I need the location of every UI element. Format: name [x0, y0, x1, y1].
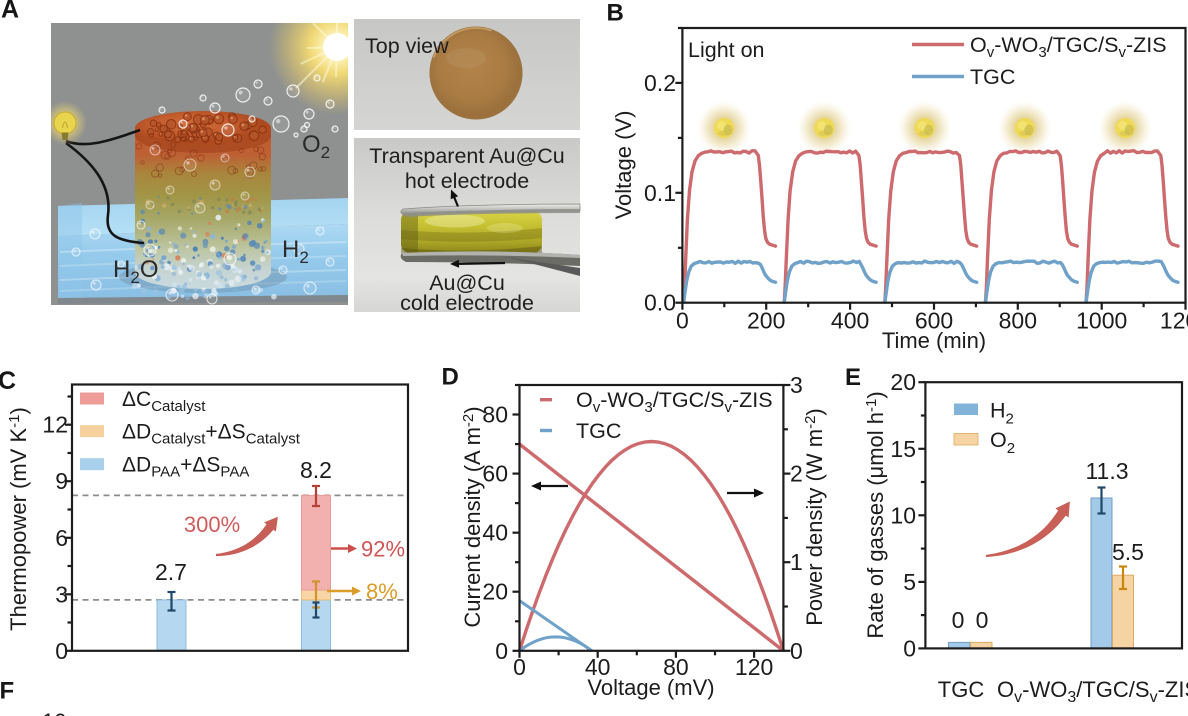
svg-text:5.5: 5.5	[1112, 539, 1144, 565]
svg-text:10: 10	[42, 709, 66, 716]
svg-text:20: 20	[482, 579, 508, 605]
svg-text:Au@Cu: Au@Cu	[429, 271, 505, 295]
svg-text:300%: 300%	[184, 512, 240, 537]
svg-text:Ov-WO3/TGC/Sv-ZIS: Ov-WO3/TGC/Sv-ZIS	[576, 388, 773, 416]
svg-text:0: 0	[513, 654, 526, 680]
svg-text:Top view: Top view	[365, 34, 449, 58]
svg-text:15: 15	[890, 436, 916, 462]
svg-text:600: 600	[915, 308, 953, 334]
svg-text:11.3: 11.3	[1085, 458, 1128, 484]
svg-text:0: 0	[903, 635, 916, 661]
svg-text:ΔCCatalyst: ΔCCatalyst	[122, 388, 206, 415]
svg-text:Transparent Au@Cu: Transparent Au@Cu	[369, 144, 565, 168]
svg-text:Thermopower (mV K-1): Thermopower (mV K-1)	[6, 407, 31, 631]
svg-text:Time (min): Time (min)	[882, 328, 986, 353]
svg-text:ΔDCatalyst+ΔSCatalyst: ΔDCatalyst+ΔSCatalyst	[122, 421, 301, 448]
svg-text:2: 2	[790, 461, 803, 487]
svg-text:0.0: 0.0	[644, 290, 676, 316]
svg-text:Rate of gasses (μmol h-1): Rate of gasses (μmol h-1)	[863, 391, 888, 638]
svg-text:800: 800	[999, 308, 1037, 334]
svg-text:40: 40	[482, 520, 508, 546]
svg-text:TGC: TGC	[938, 677, 985, 702]
svg-text:12: 12	[42, 412, 68, 438]
svg-text:80: 80	[663, 654, 689, 680]
svg-text:1: 1	[790, 549, 803, 575]
svg-text:D: D	[442, 364, 459, 391]
svg-text:ΔDPAA+ΔSPAA: ΔDPAA+ΔSPAA	[122, 454, 249, 481]
svg-text:1200: 1200	[1160, 308, 1188, 334]
svg-text:8.2: 8.2	[300, 457, 332, 483]
svg-text:B: B	[607, 0, 624, 27]
svg-text:0.2: 0.2	[644, 70, 676, 96]
svg-text:3: 3	[55, 581, 68, 607]
svg-text:5: 5	[903, 569, 916, 595]
svg-text:80: 80	[482, 402, 508, 428]
svg-text:0: 0	[976, 607, 989, 633]
svg-text:0.1: 0.1	[644, 180, 676, 206]
svg-text:C: C	[0, 367, 16, 395]
svg-text:0: 0	[495, 638, 508, 664]
svg-text:200: 200	[747, 308, 785, 334]
svg-text:Ov-WO3/TGC/Sv-ZIS: Ov-WO3/TGC/Sv-ZIS	[970, 33, 1167, 61]
svg-text:H2O: H2O	[113, 256, 158, 287]
svg-text:10: 10	[890, 502, 916, 528]
svg-text:TGC: TGC	[576, 419, 621, 443]
svg-text:Light on: Light on	[688, 38, 765, 62]
svg-text:40: 40	[585, 654, 611, 680]
svg-text:A: A	[1, 0, 19, 24]
svg-text:6: 6	[55, 525, 68, 551]
svg-text:3: 3	[790, 372, 803, 398]
svg-text:400: 400	[831, 308, 869, 334]
svg-text:0: 0	[790, 638, 803, 664]
svg-text:cold electrode: cold electrode	[400, 291, 534, 315]
svg-text:Voltage (V): Voltage (V)	[611, 111, 636, 220]
svg-text:0: 0	[952, 607, 965, 633]
svg-text:H2: H2	[990, 399, 1014, 428]
svg-text:0: 0	[55, 638, 68, 664]
svg-text:0: 0	[676, 308, 689, 334]
svg-text:O2: O2	[302, 131, 330, 162]
svg-text:Voltage (mV): Voltage (mV)	[587, 675, 714, 700]
svg-text:2.7: 2.7	[155, 559, 187, 585]
svg-text:20: 20	[890, 369, 916, 395]
svg-text:9: 9	[55, 468, 68, 494]
svg-text:60: 60	[482, 461, 508, 487]
svg-text:Ov-WO3/TGC/Sv-ZIS: Ov-WO3/TGC/Sv-ZIS	[997, 677, 1188, 706]
svg-text:Power density (W m-2): Power density (W m-2)	[802, 408, 827, 626]
svg-text:92%: 92%	[361, 537, 405, 562]
svg-text:8%: 8%	[366, 579, 398, 604]
svg-text:120: 120	[735, 654, 773, 680]
svg-text:O2: O2	[990, 428, 1015, 457]
svg-text:hot electrode: hot electrode	[405, 169, 529, 193]
svg-text:TGC: TGC	[970, 65, 1015, 89]
svg-text:1000: 1000	[1076, 308, 1127, 334]
svg-text:E: E	[845, 364, 861, 391]
svg-text:Current density (A m-2): Current density (A m-2)	[460, 406, 485, 627]
svg-text:F: F	[0, 678, 14, 705]
